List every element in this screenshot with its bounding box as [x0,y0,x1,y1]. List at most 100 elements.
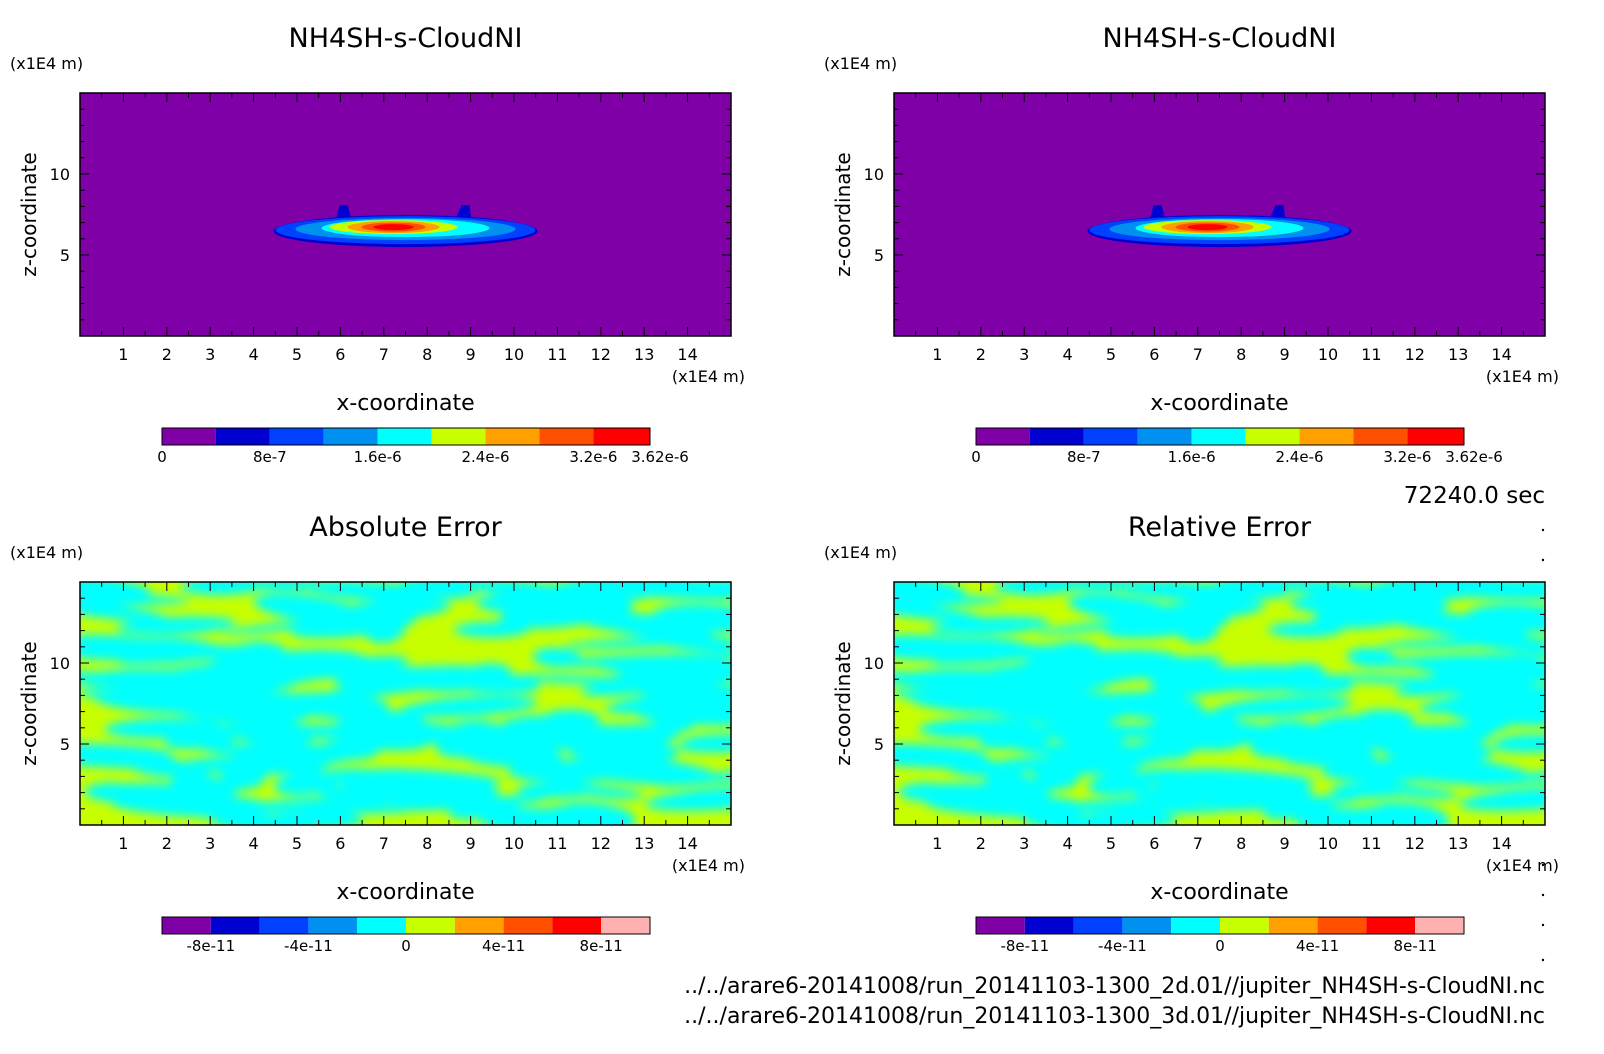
x-axis-label: x-coordinate [1150,880,1288,905]
colorbar-tick-label: -8e-11 [186,937,235,955]
colorbar-tick-label: 0 [401,937,411,955]
x-tick-label: 7 [1193,345,1203,364]
x-tick-label: 2 [976,834,986,853]
error-patch [894,582,965,599]
x-tick-label: 14 [1491,834,1511,853]
colorbar-bin [1299,428,1354,445]
colorbar-bin [1191,428,1246,445]
colorbar-bin [454,917,504,934]
error-patch [181,582,268,596]
colorbar-tick-label: -4e-11 [284,937,333,955]
x-tick-label: 9 [1280,345,1290,364]
error-patch [995,582,1082,596]
error-patch [1277,663,1326,685]
x-tick-label: 1 [118,834,128,853]
error-patch [550,653,731,668]
error-patch [1220,582,1354,589]
x-tick-label: 5 [1106,834,1116,853]
colorbar-frame [161,427,651,446]
chart-title: Relative Error [1128,512,1312,543]
x-tick-label: 1 [932,345,942,364]
x-tick-label: 6 [1149,834,1159,853]
error-patch [1373,756,1531,786]
y-tick-label: 10 [50,654,70,673]
x-tick-label: 5 [1106,345,1116,364]
colorbar-frame [975,916,1465,935]
colorbar-bin [162,917,211,934]
y-tick-label: 10 [864,165,884,184]
colorbar-bin [357,917,406,934]
error-patch [1375,784,1458,799]
error-field-patches [80,582,731,825]
cloud-left-plume [335,205,352,222]
error-patch [1364,653,1545,668]
x-tick-label: 11 [547,345,567,364]
cloud-right-plume [455,205,472,222]
colorbar-bin [976,917,1025,934]
colorbar-bin [503,917,553,934]
error-patch [898,783,1051,800]
y-tick-label: 5 [60,735,70,754]
cloud-contour-level-8 [373,224,414,231]
colorbar-tick-label: -8e-11 [1000,937,1049,955]
x-tick-label: 5 [292,834,302,853]
error-patch [1433,666,1545,690]
error-patch [383,795,548,812]
x-tick-label: 8 [1236,834,1246,853]
colorbar-frame [161,916,651,935]
error-patch [1347,805,1413,821]
time-label: 72240.0 sec [1404,483,1545,509]
x-tick-label: 9 [466,834,476,853]
chart-title: Absolute Error [309,512,502,543]
colorbar-bin [593,428,650,445]
x-tick-label: 3 [1019,834,1029,853]
x-tick-label: 7 [379,834,389,853]
colorbar-bin [539,428,594,445]
y-axis-label: z-coordinate [17,152,41,276]
error-patch [80,582,151,599]
x-tick-label: 13 [1448,345,1468,364]
plot-background [80,93,731,336]
y-tick-label: 10 [50,165,70,184]
error-patch [1104,613,1230,639]
x-tick-label: 8 [422,345,432,364]
error-patch [1119,582,1248,602]
x-tick-label: 8 [422,834,432,853]
error-patch [80,671,175,690]
x-tick-label: 14 [1491,345,1511,364]
error-patch [273,772,339,796]
colorbar-tick-label: 3.62e-6 [631,448,689,466]
colorbar-bin [259,917,309,934]
y-tick-label: 5 [874,246,884,265]
chart-panel-2: NH4SH-s-CloudNI(x1E4 m)1 2 3 4 5 6 7 8 9 10 11 12 13… [824,23,1559,466]
x-tick-label: 7 [379,345,389,364]
error-patch [319,783,446,805]
colorbar-bin [1317,917,1367,934]
error-patch [941,754,1004,777]
colorbar-bin [1083,428,1138,445]
colorbar-bin [308,917,358,934]
y-unit-label: (x1E4 m) [824,543,897,562]
colorbar-tick-label: 8e-7 [1067,448,1101,466]
chart-panel-4: Relative Error(x1E4 m)1 2 3 4 5 6 7 8 9 10 11 12 13 1… [824,512,1559,955]
x-axis-label: x-coordinate [1150,391,1288,416]
x-tick-label: 7 [1193,834,1203,853]
colorbar-bin [210,917,260,934]
colorbar-tick-label: 3.62e-6 [1445,448,1503,466]
x-tick-label: 12 [1405,345,1425,364]
error-field-patches [894,582,1545,825]
error-patch [894,634,995,660]
colorbar-tick-label: 8e-11 [1394,937,1437,955]
colorbar-bin [601,917,650,934]
error-band [984,724,1444,739]
y-axis-label: z-coordinate [831,641,855,765]
error-patch [894,743,987,763]
colorbar-bin [1137,428,1192,445]
colorbar: 0 8e-7 1.6e-6 2.4e-6 3.2e-6 3.62e-6 [971,427,1503,466]
colorbar-bin [1029,428,1084,445]
error-patch [1186,768,1318,783]
x-tick-label: 8 [1236,345,1246,364]
x-tick-label: 14 [677,834,697,853]
y-tick-label: 5 [874,735,884,754]
x-tick-label: 14 [677,345,697,364]
